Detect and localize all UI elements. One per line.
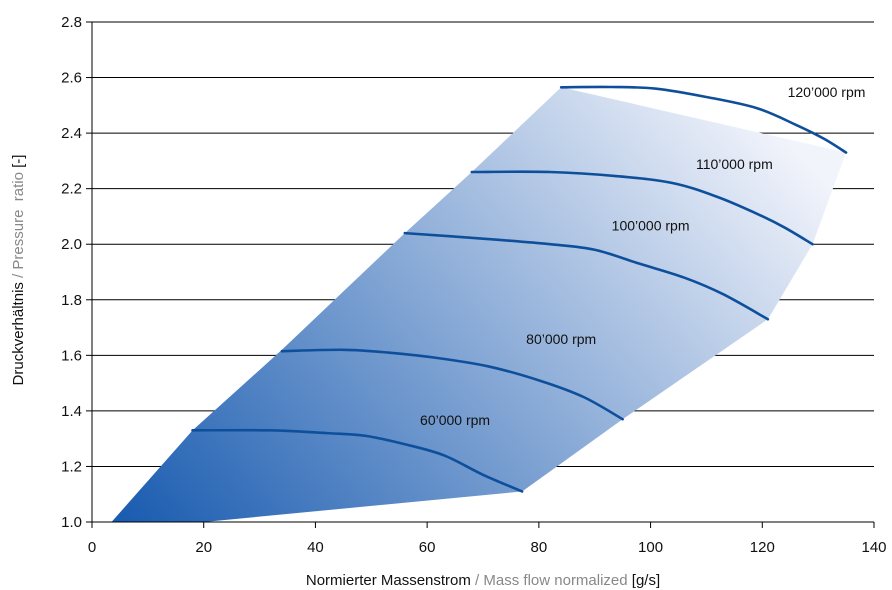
y-tick-label: 2.8	[61, 14, 82, 31]
operating-region	[111, 87, 847, 523]
x-tick-label: 140	[861, 539, 886, 556]
speed-label: 60’000 rpm	[420, 412, 490, 428]
x-axis-title: Normierter Massenstrom / Mass flow norma…	[306, 572, 660, 589]
y-tick-label: 1.0	[61, 514, 82, 531]
speed-label: 120’000 rpm	[788, 84, 866, 100]
x-axis-title-de: Normierter Massenstrom	[306, 572, 471, 589]
y-axis-title-sep: /	[10, 270, 27, 283]
y-tick-label: 1.2	[61, 458, 82, 475]
x-tick-label: 100	[638, 539, 663, 556]
y-tick-label: 1.4	[61, 403, 82, 420]
speed-label: 80’000 rpm	[526, 331, 596, 347]
y-tick-label: 2.6	[61, 70, 82, 87]
axes	[86, 21, 875, 528]
speed-label: 110’000 rpm	[696, 156, 773, 172]
speed-label: 100’000 rpm	[612, 217, 690, 233]
x-axis-title-en: Mass flow normalized	[483, 572, 627, 589]
x-tick-label: 60	[419, 539, 436, 556]
y-axis-title-en: Pressure ratio	[10, 172, 27, 270]
speed-labels: 60’000 rpm 80’000 rpm 100’000 rpm 110’000 r…	[420, 84, 865, 428]
y-tick-label: 2.0	[61, 236, 82, 253]
speed-line	[470, 170, 814, 246]
x-tick-label: 80	[531, 539, 548, 556]
x-tick-label: 20	[195, 539, 212, 556]
x-tick-label: 0	[88, 539, 96, 556]
x-tick-label: 120	[750, 539, 775, 556]
speed-line	[403, 231, 770, 321]
y-tick-label: 1.6	[61, 347, 82, 364]
speed-line	[280, 348, 624, 421]
y-axis-title-de: Druckverhältnis	[10, 282, 27, 385]
x-axis-title-unit: [g/s]	[628, 572, 661, 589]
speed-lines	[191, 85, 848, 493]
tick-labels: 1.0 1.2 1.4 1.6 1.8 2.0 2.2 2.4 2.6 2.8 0 20 40 60 80 1…	[61, 14, 886, 556]
y-tick-label: 2.2	[61, 181, 82, 198]
y-axis-title: Druckverhältnis / Pressure ratio [-]	[10, 155, 27, 386]
speed-line	[559, 85, 848, 154]
operating-region-area	[111, 87, 847, 523]
speed-line	[191, 428, 524, 493]
y-tick-label: 2.4	[61, 125, 82, 142]
x-axis-title-sep: /	[471, 572, 484, 589]
y-axis-title-unit: [-]	[10, 155, 27, 173]
x-tick-label: 40	[307, 539, 324, 556]
y-tick-label: 1.8	[61, 292, 82, 309]
